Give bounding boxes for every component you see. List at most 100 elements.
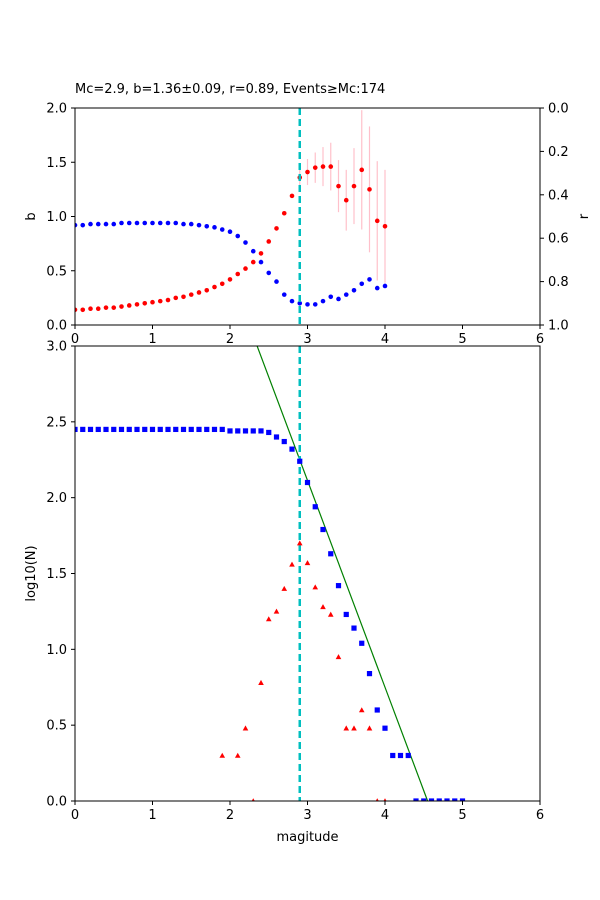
cumulative-count-point	[304, 479, 311, 486]
noncumulative-count-point	[258, 679, 264, 685]
b-value-point	[359, 167, 365, 173]
cumulative-count-point	[219, 426, 225, 433]
r-value-point	[266, 270, 272, 276]
cumulative-count-point	[118, 426, 125, 433]
bottom-x-tick-label: 3	[303, 808, 311, 823]
b-value-point	[165, 297, 171, 303]
b-value-point	[367, 187, 372, 192]
bottom-x-ticks: 0 1 2 3 4 5 6	[71, 801, 544, 823]
bottom-plot-frame	[74, 345, 541, 802]
cumulative-count-point	[459, 798, 466, 801]
bottom-x-tick-label: 0	[71, 808, 79, 823]
cumulative-count-point	[165, 426, 171, 433]
cumulative-count-point	[126, 426, 132, 433]
cumulative-count-point	[374, 707, 380, 713]
bottom-y-tick-label: 1.5	[46, 567, 67, 582]
noncumulative-count-point	[375, 798, 379, 801]
cumulative-count-point	[289, 446, 295, 452]
bottom-x-tick-label: 4	[381, 808, 389, 823]
top-y-right-tick-label: 0.8	[548, 275, 569, 290]
cumulative-count-point	[328, 551, 334, 557]
cumulative-count-point	[211, 426, 218, 433]
frequency-magnitude-panel: 0 1 2 3 4 5 6 0.0 0.5 1.0 1.5 2.0 2.5 3.0 magitude l…	[24, 340, 544, 846]
b-value-point	[103, 305, 109, 310]
cumulative-count-point	[366, 671, 373, 677]
b-value-point	[382, 223, 388, 229]
b-value-point	[188, 292, 194, 297]
b-value-point	[181, 294, 186, 300]
r-value-point	[351, 287, 357, 293]
cumulative-count-point	[397, 752, 404, 759]
noncumulative-count-point	[281, 585, 288, 591]
bottom-y-tick-label: 1.0	[46, 643, 67, 658]
cumulative-count-point	[250, 428, 256, 434]
b-value-point	[80, 307, 86, 313]
r-value-point	[134, 220, 140, 226]
r-value-point	[305, 302, 310, 307]
b-value-point	[157, 298, 163, 304]
r-value-point	[95, 221, 101, 227]
b-value-point	[119, 304, 124, 309]
cumulative-count-point	[180, 426, 187, 433]
b-value-point	[111, 305, 117, 310]
r-value-point	[142, 220, 148, 226]
cumulative-count-point	[196, 426, 202, 433]
cumulative-count-point	[103, 426, 109, 433]
r-value-point	[126, 220, 132, 226]
bottom-y-tick-label: 0.0	[46, 795, 67, 810]
cumulative-count-point	[242, 428, 249, 434]
bottom-y-axis-label: log10(N)	[24, 545, 39, 601]
top-plot-frame	[74, 107, 541, 326]
cumulative-count-point	[273, 434, 280, 440]
cumulative-count-point	[444, 798, 450, 801]
r-value-point	[219, 227, 225, 232]
noncumulative-count-point	[383, 798, 387, 801]
r-value-point	[359, 281, 365, 287]
top-y-right-tick-label: 0.4	[548, 188, 569, 203]
cumulative-count-point	[258, 428, 264, 434]
noncumulative-count-point	[343, 725, 350, 731]
noncumulative-count-point	[366, 725, 373, 731]
noncumulative-count-point	[351, 725, 357, 731]
top-y-tick-label: 2.0	[46, 102, 67, 117]
top-x-tick-label: 1	[148, 332, 156, 347]
cumulative-count-point	[421, 798, 427, 801]
b-value-point	[227, 277, 233, 282]
b-value-point	[258, 251, 264, 256]
top-y-right-tick-label: 0.2	[548, 145, 569, 160]
cumulative-count-point	[235, 428, 241, 434]
r-value-point	[173, 220, 179, 226]
r-value-point	[289, 298, 295, 304]
frequency-plot-area	[75, 346, 466, 801]
r-value-point	[212, 225, 217, 230]
cumulative-count-point	[428, 798, 435, 801]
r-value-point	[75, 222, 78, 228]
bottom-x-tick-label: 5	[458, 808, 466, 823]
r-value-point	[88, 221, 93, 227]
cumulative-count-point	[320, 526, 326, 533]
cumulative-count-point	[413, 798, 419, 801]
cumulative-count-point	[157, 426, 163, 433]
r-value-point	[188, 221, 194, 227]
b-value-point	[328, 164, 334, 169]
noncumulative-count-point	[335, 654, 342, 660]
b-value-point	[204, 287, 210, 293]
r-value-point	[382, 283, 388, 289]
r-value-point	[150, 220, 155, 226]
b-value-point	[88, 306, 93, 312]
r-value-point	[336, 296, 341, 302]
b-value-point	[219, 281, 225, 287]
cumulative-count-point	[452, 798, 458, 801]
noncumulative-count-point	[320, 604, 326, 610]
top-y-ticks-left: 0.0 0.5 1.0 1.5 2.0	[46, 102, 75, 334]
r-value-point	[196, 222, 202, 228]
bottom-y-tick-label: 0.5	[46, 719, 67, 734]
cumulative-count-point	[173, 426, 179, 433]
r-value-point	[103, 221, 109, 227]
top-y-right-tick-label: 0.6	[548, 232, 569, 247]
r-value-point	[119, 220, 124, 226]
top-y-tick-label: 0.5	[46, 264, 67, 279]
b-value-point	[320, 164, 326, 169]
noncumulative-count-point	[273, 608, 280, 614]
b-value-point	[374, 218, 380, 224]
